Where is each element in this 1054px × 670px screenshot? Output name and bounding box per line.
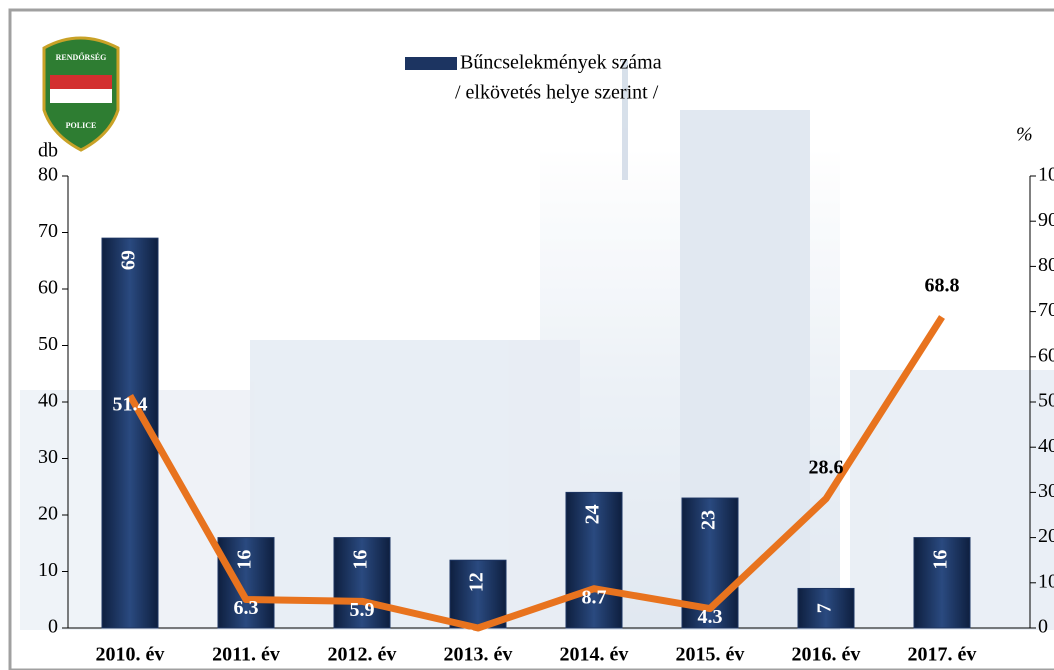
- y-tick-label: 50: [38, 333, 58, 355]
- logo-bottom-text: POLICE: [66, 121, 97, 130]
- legend-label: Bűncselekmények száma: [460, 52, 662, 74]
- line-value-label: 8.7: [582, 586, 607, 608]
- line-value-label: 0.0: [466, 626, 491, 648]
- y-tick-label: 70: [38, 220, 58, 242]
- y2-tick-label: 60: [1038, 344, 1054, 366]
- y-tick-label: 0: [48, 616, 58, 638]
- bar-value-label: 24: [582, 504, 604, 524]
- x-tick-label: 2014. év: [560, 644, 629, 666]
- line-series: [126, 315, 945, 632]
- police-logo: RENDŐRSÉG POLICE: [42, 36, 120, 152]
- logo-top-text: RENDŐRSÉG: [56, 52, 107, 62]
- y-tick-label: 40: [38, 390, 58, 412]
- line-value-label: 5.9: [350, 599, 375, 621]
- bar-value-label: 23: [698, 510, 720, 530]
- bar-value-label: 7: [814, 603, 836, 613]
- y2-tick-label: 50: [1038, 390, 1054, 412]
- x-tick-label: 2013. év: [444, 644, 513, 666]
- y-tick-label: 80: [38, 164, 58, 186]
- legend-subtitle: / elkövetés helye szerint /: [455, 82, 659, 104]
- line-value-label: 68.8: [925, 275, 960, 297]
- y2-tick-label: 0: [1038, 616, 1048, 638]
- y-tick-label: 10: [38, 559, 58, 581]
- bar: [797, 587, 855, 629]
- y2-tick-label: 40: [1038, 435, 1054, 457]
- y-tick-label: 20: [38, 503, 58, 525]
- bar: [565, 491, 623, 629]
- legend-swatch: [405, 57, 457, 70]
- line-value-label: 4.3: [698, 606, 723, 628]
- bar: [913, 537, 971, 629]
- y2-tick-label: 10: [1038, 570, 1054, 592]
- x-tick-label: 2012. év: [328, 644, 397, 666]
- y2-tick-label: 100: [1038, 164, 1054, 186]
- x-tick-label: 2010. év: [96, 644, 165, 666]
- line-value-label: 28.6: [809, 456, 844, 478]
- x-tick-label: 2017. év: [908, 644, 977, 666]
- x-tick-label: 2011. év: [212, 644, 280, 666]
- bar-value-label: 16: [930, 550, 952, 570]
- y2-tick-label: 70: [1038, 299, 1054, 321]
- y2-tick-label: 20: [1038, 525, 1054, 547]
- y-tick-label: 30: [38, 446, 58, 468]
- y2-tick-label: 80: [1038, 254, 1054, 276]
- x-tick-label: 2016. év: [792, 644, 861, 666]
- bar-value-label: 16: [350, 550, 372, 570]
- y2-axis-label: %: [1016, 124, 1033, 146]
- line-value-label: 6.3: [234, 597, 259, 619]
- x-tick-label: 2015. év: [676, 644, 745, 666]
- bar-value-label: 12: [466, 572, 488, 592]
- line-value-label: 51.4: [113, 393, 148, 415]
- y-axis-label: db: [38, 140, 58, 162]
- frame: [8, 8, 1054, 670]
- bar: [217, 537, 275, 629]
- y2-tick-label: 90: [1038, 209, 1054, 231]
- bar: [333, 537, 391, 629]
- bar: [449, 559, 507, 629]
- y-tick-label: 60: [38, 277, 58, 299]
- bar-value-label: 16: [234, 550, 256, 570]
- y2-tick-label: 30: [1038, 480, 1054, 502]
- bar-value-label: 69: [118, 250, 140, 270]
